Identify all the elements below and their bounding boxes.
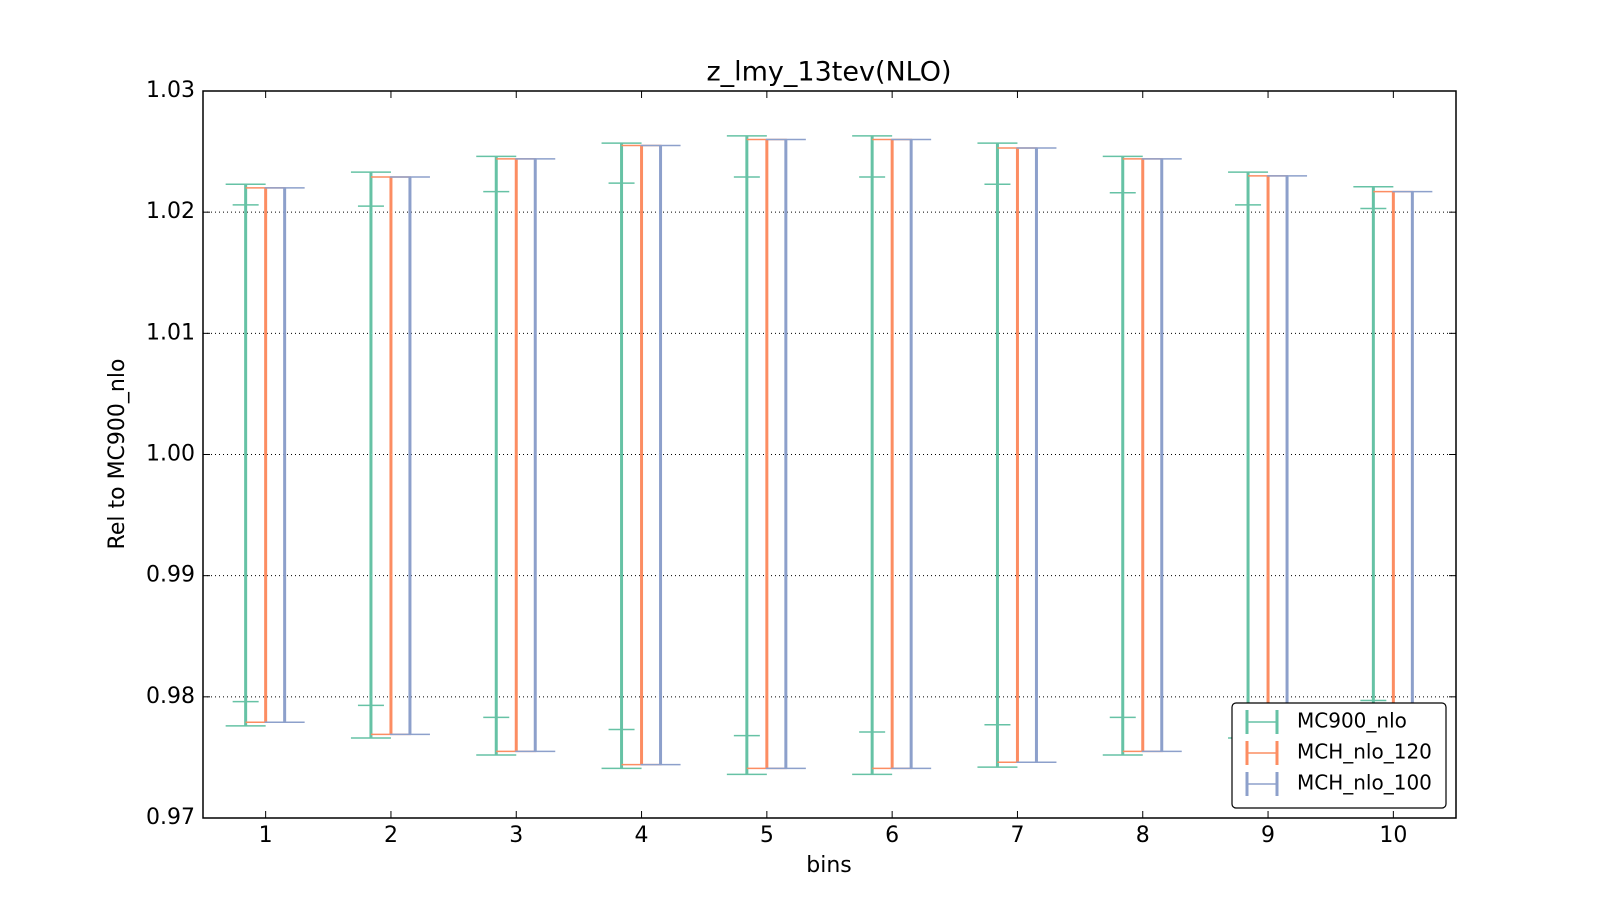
y-tick-label: 1.03 [146,78,195,103]
x-tick-label: 1 [259,823,273,848]
legend-label: MCH_nlo_100 [1297,771,1432,795]
x-tick-label: 3 [509,823,523,848]
x-tick-label: 6 [885,823,899,848]
plot-frame [202,90,1457,819]
y-tick-label: 0.97 [146,805,195,830]
x-tick-label: 10 [1379,823,1407,848]
y-axis-label: Rel to MC900_nlo [105,359,130,550]
y-tick-label: 0.99 [146,563,195,588]
x-tick-label: 8 [1136,823,1150,848]
x-tick-label: 4 [635,823,649,848]
legend: MC900_nlo MCH_nlo_120 MCH_nlo_100 [1231,702,1447,809]
legend-box [1231,702,1447,809]
chart-title: z_lmy_13tev(NLO) [706,57,951,88]
x-tick-label: 7 [1010,823,1024,848]
x-tick-label: 2 [384,823,398,848]
legend-label: MCH_nlo_120 [1297,740,1432,764]
y-tick-label: 1.02 [146,199,195,224]
legend-label: MC900_nlo [1297,709,1407,733]
x-tick-label: 5 [760,823,774,848]
y-tick-label: 1.00 [146,442,195,467]
y-tick-label: 1.01 [146,320,195,345]
x-axis-label: bins [806,853,851,878]
y-tick-label: 0.98 [146,684,195,709]
x-tick-label: 9 [1261,823,1275,848]
